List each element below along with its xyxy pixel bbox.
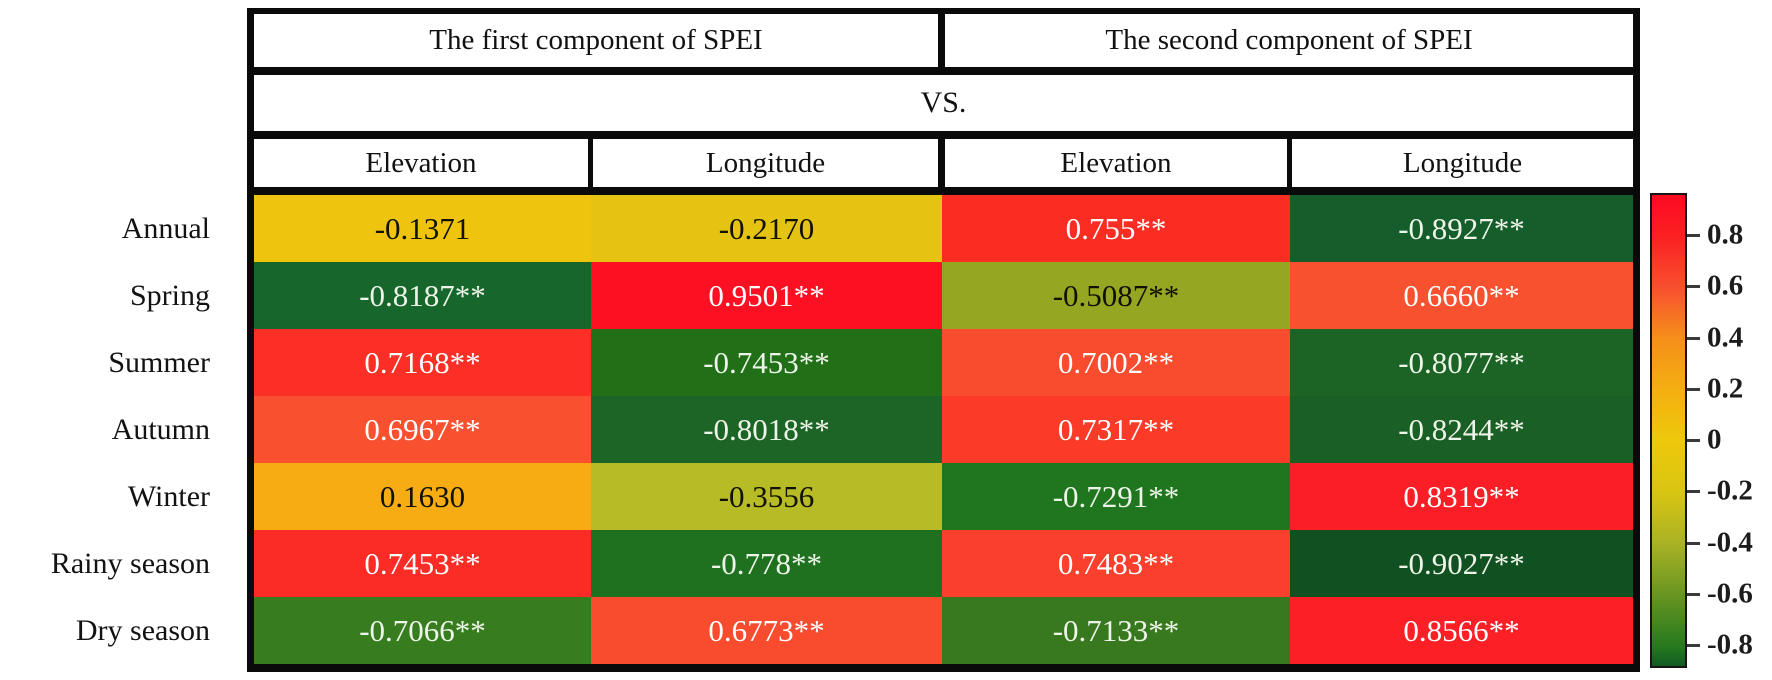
heatmap-cell-r0-c1: -0.2170: [591, 195, 942, 262]
header-group-second-spei: The second component of SPEI: [945, 14, 1633, 67]
correlation-table: The first component of SPEI The second c…: [247, 8, 1640, 672]
colorbar-tick-label: -0.4: [1707, 526, 1753, 558]
heatmap-cell-r0-c3: -0.8927**: [1290, 195, 1633, 262]
header-col-elevation-1: Elevation: [254, 139, 588, 187]
row-label-rainy-season: Rainy season: [50, 546, 210, 580]
row-label-dry-season: Dry season: [75, 613, 210, 647]
heatmap-grid: -0.1371 -0.2170 0.755** -0.8927** -0.8187** 0…: [254, 195, 1633, 664]
colorbar-tick-mark: [1687, 234, 1700, 237]
heatmap-cell-r2-c1: -0.7453**: [591, 329, 942, 396]
heatmap-cell-r3-c2: 0.7317**: [942, 396, 1290, 463]
heatmap-cell-r3-c0: 0.6967**: [254, 396, 591, 463]
heatmap-cell-r1-c3: 0.6660**: [1290, 262, 1633, 329]
colorbar-tick-label: -0.2: [1707, 474, 1753, 507]
row-label-summer: Summer: [108, 345, 210, 379]
colorbar-tick-label: -0.8: [1707, 628, 1753, 661]
heatmap-cell-r1-c2: -0.5087**: [942, 262, 1290, 329]
heatmap-cell-r3-c1: -0.8018**: [591, 396, 942, 463]
heatmap-cell-r2-c3: -0.8077**: [1290, 329, 1633, 396]
heatmap-cell-r0-c0: -0.1371: [254, 195, 591, 262]
header-col-longitude-2: Longitude: [1292, 139, 1633, 187]
colorbar-tick-mark: [1687, 387, 1700, 391]
heatmap-cell-r1-c0: -0.8187**: [254, 262, 591, 329]
colorbar-tick-mark: [1687, 285, 1700, 289]
heatmap-cell-r6-c0: -0.7066**: [254, 597, 591, 664]
colorbar-tick-label: 0.4: [1707, 321, 1744, 353]
heatmap-cell-r6-c1: 0.6773**: [591, 597, 942, 664]
colorbar-tick-label: 0.2: [1707, 372, 1744, 405]
heatmap-cell-r1-c1: 0.9501**: [591, 262, 942, 329]
heatmap-cell-r4-c3: 0.8319**: [1290, 463, 1633, 530]
heatmap-cell-r4-c1: -0.3556: [591, 463, 942, 530]
colorbar-tick-label: 0.6: [1707, 269, 1744, 302]
heatmap-cell-r5-c1: -0.778**: [591, 530, 942, 597]
heatmap-cell-r2-c2: 0.7002**: [942, 329, 1290, 396]
row-label-autumn: Autumn: [111, 412, 210, 446]
header-col-longitude-1: Longitude: [593, 139, 938, 187]
heatmap-cell-r5-c3: -0.9027**: [1290, 530, 1633, 597]
row-label-annual: Annual: [121, 211, 210, 245]
colorbar-tick-mark: [1687, 644, 1700, 647]
colorbar-tick-label: -0.6: [1707, 577, 1753, 610]
heatmap-cell-r6-c3: 0.8566**: [1290, 597, 1633, 664]
colorbar-tick-mark: [1687, 336, 1700, 340]
heatmap-cell-r4-c0: 0.1630: [254, 463, 591, 530]
heatmap-cell-r3-c3: -0.8244**: [1290, 396, 1633, 463]
heatmap-cell-r0-c2: 0.755**: [942, 195, 1290, 262]
header-vs: VS.: [254, 75, 1633, 131]
colorbar-tick-mark: [1687, 592, 1700, 596]
heatmap-cell-r5-c0: 0.7453**: [254, 530, 591, 597]
heatmap-cell-r5-c2: 0.7483**: [942, 530, 1290, 597]
header-col-elevation-2: Elevation: [945, 139, 1287, 187]
header-group-first-spei: The first component of SPEI: [254, 14, 938, 67]
colorbar-tick-label: 0: [1707, 423, 1722, 456]
colorbar-tick-label: 0.8: [1707, 218, 1744, 251]
colorbar-tick-mark: [1687, 439, 1700, 442]
heatmap-cell-r4-c2: -0.7291**: [942, 463, 1290, 530]
colorbar: [1650, 193, 1687, 668]
heatmap-cell-r6-c2: -0.7133**: [942, 597, 1290, 664]
colorbar-tick-mark: [1687, 490, 1700, 494]
row-label-spring: Spring: [129, 278, 210, 312]
heatmap-cell-r2-c0: 0.7168**: [254, 329, 591, 396]
colorbar-tick-mark: [1687, 541, 1700, 545]
row-label-winter: Winter: [127, 479, 210, 513]
